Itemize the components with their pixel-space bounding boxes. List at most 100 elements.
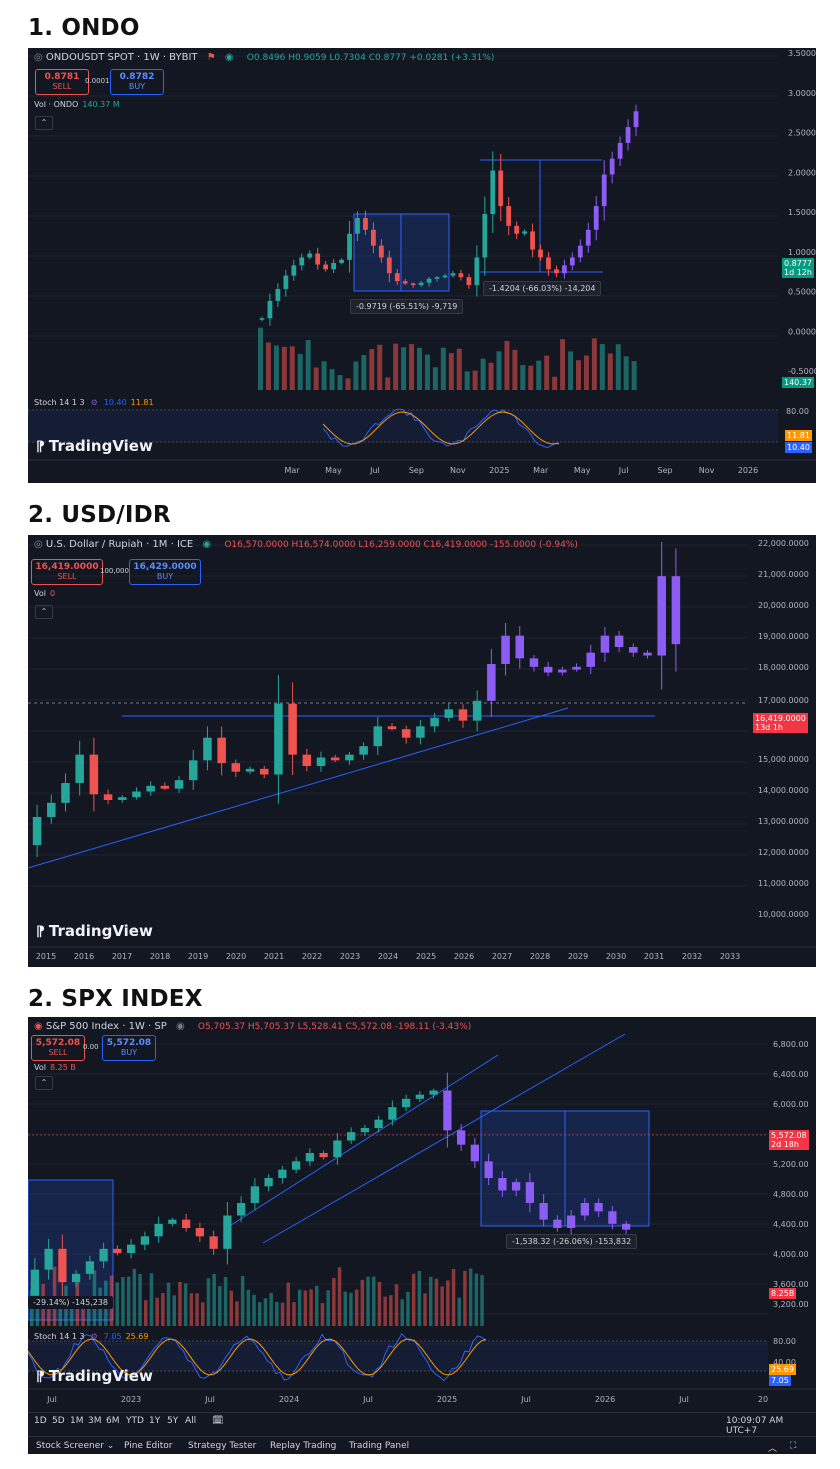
section-title-spx: 2. SPX INDEX — [28, 986, 203, 1012]
chart-canvas-ondo[interactable]: Mar May Jul Sep Nov 2025 Mar May Jul Sep Nov 2026 3.… — [28, 48, 816, 483]
volume-bar — [383, 1296, 387, 1326]
timeframe-button-all[interactable]: All — [185, 1416, 197, 1426]
volume-bar — [132, 1268, 137, 1326]
volume-bar — [354, 1289, 359, 1326]
sell-button[interactable]: 5,572.08 SELL — [31, 1035, 85, 1061]
volume-bar — [623, 356, 629, 390]
stoch-settings-icon[interactable]: ⚙ — [90, 1332, 98, 1341]
chart-canvas-spx[interactable]: Jul 2023 Jul 2024 Jul 2025 Jul 2026 Jul 20 6,800.0… — [28, 1017, 816, 1412]
volume-bar — [329, 369, 335, 390]
volume-bar — [591, 338, 597, 390]
timeframe-button-5d[interactable]: 5D — [52, 1416, 65, 1426]
volume-bar — [155, 1297, 159, 1326]
candle — [288, 703, 297, 755]
spread-value: 0.00 — [83, 1043, 99, 1051]
measure-label-1: -0.9719 (-65.51%) -9,719 — [350, 299, 464, 314]
live-dot-icon: ◉ — [202, 539, 212, 550]
stoch-settings-icon[interactable]: ⚙ — [90, 398, 98, 407]
candle — [458, 273, 464, 278]
candle — [622, 1223, 631, 1230]
price-axis-label: 15,000.0000 — [758, 755, 809, 764]
volume-bar — [258, 1302, 262, 1326]
candle — [600, 635, 610, 653]
chart-canvas-usdidr[interactable]: 2015 2016 2017 2018 2019 2020 2021 2022 2023 2024… — [28, 535, 816, 967]
time-axis-label: May — [325, 466, 342, 475]
volume-bar — [149, 1273, 154, 1326]
price-axis-label: 20,000.0000 — [758, 601, 809, 610]
collapse-panel-icon[interactable]: ︿ — [768, 1444, 778, 1454]
collapse-legend-button[interactable]: ⌃ — [35, 116, 53, 130]
volume-bar — [434, 1278, 439, 1326]
volume-bar — [504, 340, 510, 390]
candle — [188, 760, 198, 781]
candle — [315, 253, 321, 265]
candle — [562, 265, 567, 274]
bottom-tab-stock-screener[interactable]: Stock Screener ⌄ — [36, 1441, 115, 1451]
candle — [586, 652, 595, 667]
volume-bar — [409, 344, 415, 390]
timeframe-button-6m[interactable]: 6M — [106, 1416, 120, 1426]
measure-label-2: -1.4204 (-66.03%) -14,204 — [483, 281, 602, 296]
maximize-panel-icon[interactable]: ⛶ — [790, 1441, 797, 1451]
timeframe-button-1y[interactable]: 1Y — [149, 1416, 161, 1426]
time-axis-label: 2024 — [279, 1395, 299, 1404]
candle — [127, 1244, 136, 1253]
volume-bar — [273, 345, 279, 390]
candle — [355, 217, 360, 234]
bottom-tab-replay-trading[interactable]: Replay Trading — [270, 1441, 337, 1451]
chart-panel-spx[interactable]: Jul 2023 Jul 2024 Jul 2025 Jul 2026 Jul 20 6,800.0… — [28, 1017, 816, 1454]
clock-readout[interactable]: 10:09:07 AM UTC+7 — [726, 1416, 784, 1436]
volume-bar — [480, 358, 486, 390]
buy-button[interactable]: 16,429.0000 BUY — [129, 559, 201, 585]
volume-bar — [313, 367, 319, 390]
timeframe-button-5y[interactable]: 5Y — [167, 1416, 179, 1426]
stoch-legend: Stoch 14 1 3 ⚙ 7.05 25.69 — [34, 1332, 149, 1341]
candle — [633, 111, 639, 128]
flag-icon[interactable]: ⚑ — [206, 52, 216, 63]
time-axis-label: 2030 — [606, 952, 626, 961]
calendar-icon[interactable]: 🗓 — [212, 1416, 224, 1426]
timeframe-button-ytd[interactable]: YTD — [126, 1416, 144, 1426]
candle — [498, 170, 504, 207]
candle — [466, 277, 472, 286]
candle — [182, 1219, 191, 1228]
bottom-tab-strategy-tester[interactable]: Strategy Tester — [188, 1441, 257, 1451]
candle — [553, 1219, 562, 1228]
candle — [402, 281, 408, 284]
symbol-title[interactable]: S&P 500 Index · 1W · SP — [45, 1021, 167, 1032]
candle — [426, 278, 432, 283]
candle — [577, 245, 583, 258]
collapse-legend-button[interactable]: ⌃ — [35, 605, 53, 619]
collapse-legend-button[interactable]: ⌃ — [35, 1076, 53, 1090]
candle — [347, 233, 352, 260]
candle — [113, 1248, 122, 1253]
volume-bar — [235, 1301, 239, 1326]
timeframe-button-3m[interactable]: 3M — [88, 1416, 102, 1426]
sell-button[interactable]: 16,419.0000 SELL — [31, 559, 103, 585]
symbol-title[interactable]: ONDOUSDT SPOT · 1W · BYBIT — [45, 52, 198, 63]
ohlc-values: O0.8496 H0.9059 L0.7304 C0.8777 +0.0281 … — [246, 53, 495, 63]
candle — [498, 1178, 507, 1191]
time-axis-label: 2027 — [492, 952, 512, 961]
bottom-tab-trading-panel[interactable]: Trading Panel — [349, 1441, 410, 1451]
volume-bar — [126, 1276, 131, 1326]
candle — [89, 754, 99, 795]
candle — [514, 225, 520, 234]
chart-panel-ondo[interactable]: Mar May Jul Sep Nov 2025 Mar May Jul Sep Nov 2026 3.… — [28, 48, 816, 483]
chart-panel-usdidr[interactable]: 2015 2016 2017 2018 2019 2020 2021 2022 2023 2024… — [28, 535, 816, 967]
time-axis-label: 2022 — [302, 952, 322, 961]
buy-button[interactable]: 0.8782 BUY — [110, 69, 164, 95]
candle — [274, 703, 283, 775]
bottom-tab-pine-editor[interactable]: Pine Editor — [124, 1441, 173, 1451]
volume-bar — [305, 339, 311, 390]
buy-button[interactable]: 5,572.08 BUY — [102, 1035, 156, 1061]
price-axis-label: 2.5000 — [788, 129, 816, 138]
volume-bar — [372, 1276, 376, 1326]
candle — [61, 783, 70, 803]
volume-bar — [528, 365, 534, 390]
timeframe-button-1m[interactable]: 1M — [70, 1416, 84, 1426]
volume-bar — [161, 1293, 165, 1326]
sell-button[interactable]: 0.8781 SELL — [35, 69, 89, 95]
timeframe-button-1d[interactable]: 1D — [34, 1416, 47, 1426]
symbol-title[interactable]: U.S. Dollar / Rupiah · 1M · ICE — [45, 539, 194, 550]
